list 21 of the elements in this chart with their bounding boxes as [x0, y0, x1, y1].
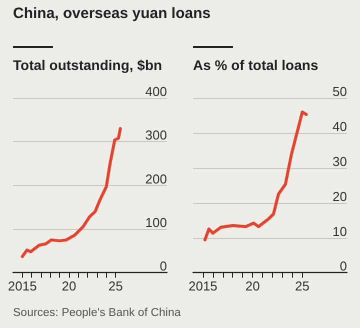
source-note: Sources: People's Bank of China	[13, 307, 181, 319]
x-tick-label: 25	[295, 278, 310, 294]
y-tick-label: 300	[145, 128, 167, 143]
y-tick-label: 200	[145, 171, 167, 186]
y-axis-title: Total outstanding, $bn	[13, 57, 162, 73]
y-tick-label: 100	[145, 215, 167, 230]
y-tick-label: 10	[332, 224, 347, 239]
y-tick-label: 40	[332, 118, 347, 134]
y-tick-label: 0	[340, 258, 347, 274]
y-tick-label: 400	[145, 84, 167, 99]
y-tick-label: 0	[160, 258, 167, 274]
y-tick-label: 50	[332, 84, 347, 99]
y-tick-label: 20	[332, 188, 347, 204]
x-tick-label: 20	[245, 278, 260, 294]
x-tick-label: 2015	[188, 278, 218, 294]
y-axis-title: As % of total loans	[193, 57, 318, 73]
x-tick-label: 25	[108, 278, 123, 294]
chart-title: China, overseas yuan loans	[13, 5, 211, 22]
y-tick-label: 30	[332, 154, 347, 169]
x-tick-label: 20	[62, 278, 76, 294]
x-tick-label: 2015	[8, 278, 37, 294]
